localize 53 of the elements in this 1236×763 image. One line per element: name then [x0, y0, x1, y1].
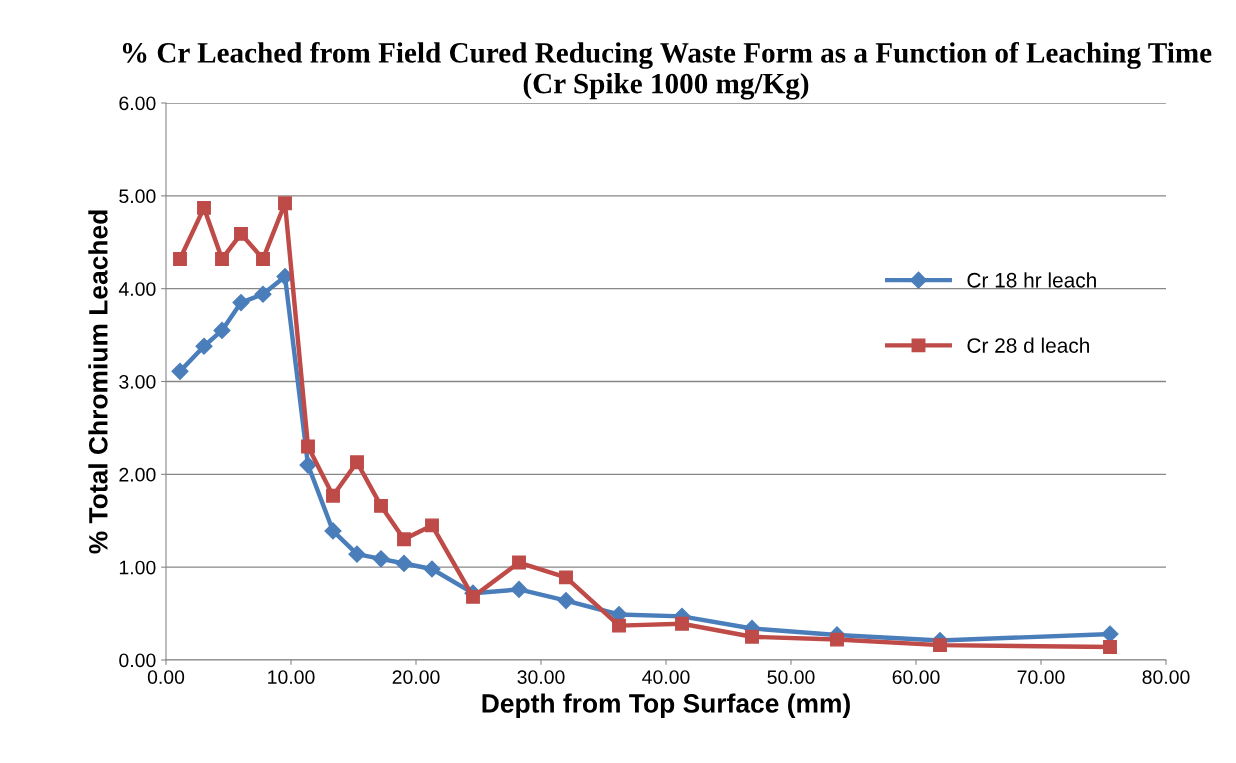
point	[195, 337, 213, 355]
point	[254, 285, 272, 303]
point	[256, 252, 270, 266]
x-tick-label: 40.00	[642, 670, 690, 684]
y-axis-title: % Total Chromium Leached	[88, 210, 108, 554]
point	[324, 522, 342, 540]
point	[171, 362, 189, 380]
point	[173, 252, 187, 266]
point	[213, 321, 231, 339]
point	[425, 518, 439, 533]
point	[612, 618, 626, 633]
x-tick-label: 50.00	[767, 670, 815, 684]
point	[933, 638, 947, 653]
point	[374, 498, 388, 513]
point	[675, 616, 689, 631]
x-tick-label: 0.00	[147, 670, 185, 684]
x-tick-label: 30.00	[517, 670, 565, 684]
point	[466, 589, 480, 604]
point	[557, 592, 575, 610]
point	[326, 488, 340, 503]
point	[512, 555, 526, 570]
point	[745, 629, 759, 644]
point	[372, 550, 390, 568]
point	[348, 545, 366, 563]
y-tick-label: 3.00	[119, 374, 156, 389]
point	[830, 632, 844, 647]
point	[395, 554, 413, 573]
point	[559, 570, 573, 585]
point	[350, 455, 364, 470]
point	[301, 439, 315, 454]
x-tick-label: 60.00	[892, 670, 940, 684]
y-tick-label: 0.00	[119, 653, 156, 668]
x-axis-title: Depth from Top Surface (mm)	[482, 693, 850, 718]
y-tick-label: 4.00	[118, 282, 156, 296]
point	[215, 252, 229, 266]
point	[510, 580, 528, 598]
y-tick-label: 5.00	[119, 189, 156, 204]
y-tick-label: 1.00	[119, 560, 156, 575]
point	[1103, 640, 1117, 654]
point	[397, 532, 411, 547]
point	[197, 200, 211, 215]
point	[299, 456, 317, 474]
point	[423, 560, 441, 578]
legend-label: Cr 28 d leach	[967, 337, 1089, 353]
y-tick-label: 2.00	[119, 467, 156, 482]
point	[234, 226, 248, 241]
x-tick-label: 10.00	[268, 670, 315, 684]
x-tick-label: 70.00	[1017, 670, 1065, 684]
x-tick-label: 80.00	[1142, 670, 1190, 684]
legend-label: Cr 18 hr leach	[967, 272, 1096, 288]
point	[232, 294, 250, 312]
point	[278, 196, 292, 211]
x-tick-label: 20.00	[392, 670, 440, 684]
